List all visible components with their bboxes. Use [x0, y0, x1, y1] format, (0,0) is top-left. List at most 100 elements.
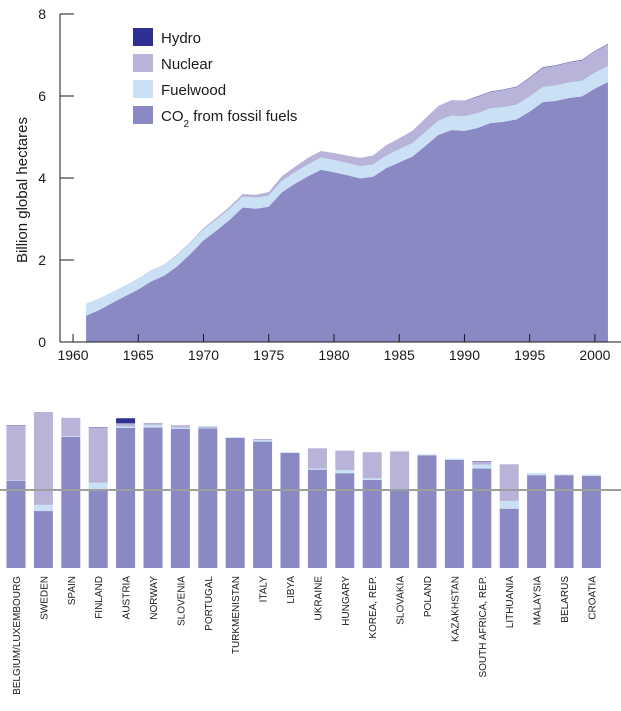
bar-fuelwood — [33, 504, 53, 512]
y-tick-label: 0 — [38, 334, 46, 350]
country-label: TURKMENISTAN — [231, 576, 242, 654]
bar-nuclear — [116, 423, 136, 427]
area-co2 — [86, 82, 608, 342]
bar-fuelwood — [198, 427, 218, 429]
y-axis-title: Billion global hectares — [14, 117, 31, 263]
bar-co2 — [335, 473, 355, 568]
bar-fuelwood — [527, 473, 547, 476]
legend-label-fuelwood: Fuelwood — [161, 82, 226, 99]
legend-label-co2: CO2 from fossil fuels — [161, 108, 297, 130]
legend-label-nuclear: Nuclear — [161, 56, 213, 73]
x-tick-label: 1975 — [253, 347, 284, 363]
bar-co2 — [198, 428, 218, 568]
country-label: LIBYA — [286, 576, 297, 604]
country-label: SLOVENIA — [176, 576, 187, 626]
y-tick-label: 6 — [38, 88, 46, 104]
bar-nuclear — [307, 448, 327, 469]
legend-swatch-hydro — [133, 28, 153, 46]
bar-nuclear — [362, 452, 382, 479]
bar-co2 — [61, 436, 81, 568]
bar-co2 — [472, 468, 492, 568]
x-tick-label: 1990 — [449, 347, 480, 363]
bar-fuelwood — [335, 470, 355, 474]
bar-nuclear — [61, 417, 81, 437]
x-tick-label: 1985 — [384, 347, 415, 363]
bar-fuelwood — [116, 426, 136, 428]
bar-fuelwood — [581, 474, 601, 476]
x-tick-label: 1965 — [123, 347, 154, 363]
country-label: POLAND — [423, 576, 434, 617]
bar-co2 — [143, 427, 163, 568]
x-tick-label: 1970 — [188, 347, 219, 363]
bar-fuelwood — [554, 474, 574, 476]
bar-fuelwood — [444, 458, 464, 460]
bar-nuclear — [499, 464, 519, 501]
country-label: MALAYSIA — [533, 576, 544, 626]
bar-nuclear — [6, 425, 26, 481]
bar-nuclear — [390, 451, 410, 490]
legend-swatch-nuclear — [133, 54, 153, 72]
bar-nuclear — [88, 427, 108, 483]
bar-nuclear — [253, 438, 273, 441]
country-label: SOUTH AFRICA, REP. — [478, 576, 489, 678]
bar-co2 — [390, 490, 410, 568]
country-label: KAZAKHSTAN — [450, 576, 461, 642]
y-tick-label: 4 — [38, 170, 46, 186]
country-label: UKRAINE — [313, 576, 324, 621]
country-label: NORWAY — [149, 576, 160, 620]
country-label: SPAIN — [67, 576, 78, 605]
bar-fuelwood — [61, 436, 81, 437]
bar-co2 — [499, 508, 519, 568]
bar-fuelwood — [499, 500, 519, 509]
x-tick-label: 1980 — [318, 347, 349, 363]
bar-co2 — [116, 427, 136, 568]
bar-co2 — [417, 455, 437, 568]
country-label: HUNGARY — [341, 576, 352, 626]
bar-fuelwood — [88, 482, 108, 491]
bar-co2 — [444, 459, 464, 568]
bar-co2 — [554, 475, 574, 568]
country-label: KOREA, REP. — [368, 576, 379, 639]
country-label: SWEDEN — [39, 576, 50, 620]
country-label: BELARUS — [560, 576, 571, 623]
area-fuelwood — [86, 66, 608, 316]
bar-fuelwood — [170, 427, 190, 429]
bar-co2 — [253, 441, 273, 568]
bar-co2 — [280, 452, 300, 568]
country-label: LITHUANIA — [505, 576, 516, 629]
area-nuclear — [86, 44, 608, 304]
legend-label-hydro: Hydro — [161, 30, 201, 47]
bar-nuclear — [335, 450, 355, 471]
country-label: SLOVAKIA — [396, 576, 407, 625]
footprint-area-chart: 0 2 4 6 8 1960 1965 1970 1975 1980 1985 1990 1995 200… — [14, 6, 621, 363]
bar-fuelwood — [253, 440, 273, 442]
bar-hydro — [116, 418, 136, 424]
bar-fuelwood — [362, 478, 382, 480]
bar-co2 — [527, 475, 547, 568]
x-tick-label: 1960 — [57, 347, 88, 363]
bar-fuelwood — [417, 454, 437, 456]
bar-co2 — [581, 475, 601, 568]
country-label: ITALY — [259, 576, 270, 603]
bar-fuelwood — [307, 468, 327, 470]
bar-nuclear — [472, 461, 492, 465]
bar-co2 — [170, 428, 190, 568]
bar-fuelwood — [280, 452, 300, 453]
bar-fuelwood — [143, 424, 163, 428]
x-tick-label: 2000 — [579, 347, 610, 363]
bar-co2 — [88, 490, 108, 568]
country-label: CROATIA — [587, 576, 598, 620]
country-label: FINLAND — [94, 576, 105, 619]
country-label: BELGIUM/LUXEMBOURG — [12, 576, 23, 695]
bar-co2 — [6, 481, 26, 568]
legend-swatch-fuelwood — [133, 80, 153, 98]
bar-co2 — [362, 479, 382, 568]
bar-co2 — [33, 511, 53, 568]
bar-nuclear — [170, 425, 190, 428]
bar-fuelwood — [472, 464, 492, 469]
bar-nuclear — [33, 412, 53, 505]
country-label: AUSTRIA — [122, 576, 133, 620]
bar-co2 — [225, 437, 245, 568]
legend-swatch-co2 — [133, 106, 153, 124]
